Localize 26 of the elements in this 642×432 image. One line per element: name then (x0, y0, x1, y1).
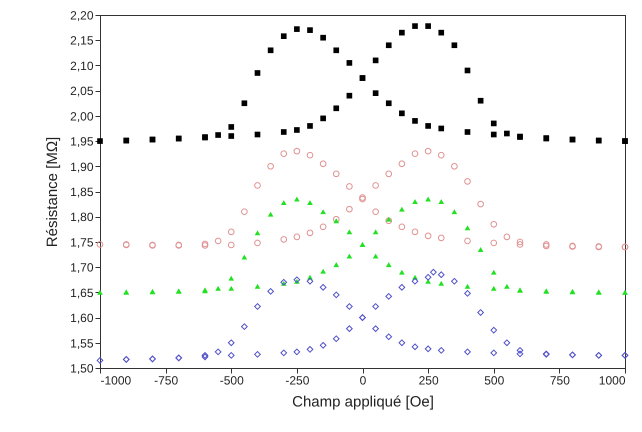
x-tick-label: 1000 (598, 374, 626, 388)
y-tick-label: 1,65 (70, 286, 94, 300)
y-tick-label: 1,75 (70, 235, 94, 250)
x-tick-label: -250 (285, 374, 310, 388)
x-tick-label: 750 (550, 374, 570, 388)
y-tick-label: 1,80 (70, 210, 94, 224)
y-tick-label: 1,95 (70, 134, 94, 149)
x-tick-label: -1000 (100, 374, 132, 388)
y-tick-label: 2,00 (70, 109, 94, 124)
x-tick-label: -500 (220, 374, 244, 388)
y-tick-label: 2,05 (70, 84, 94, 98)
x-axis-title: Champ appliqué [Oe] (292, 394, 434, 410)
y-tick-label: 2,15 (70, 34, 94, 48)
x-tick-label: 0 (360, 374, 367, 388)
x-tick-label: -750 (154, 374, 178, 388)
y-tick-label: 1,85 (70, 185, 94, 199)
x-tick-label: 500 (484, 374, 505, 388)
y-tick-label: 2,10 (70, 58, 94, 73)
y-tick-label: 1,70 (70, 260, 94, 275)
y-tick-label: 1,55 (70, 336, 94, 350)
y-tick-label: 1,90 (70, 160, 94, 174)
y-tick-label: 2,20 (70, 8, 94, 22)
y-tick-label: 1,50 (70, 362, 94, 376)
y-axis-title: Résistance [MΩ] (44, 136, 62, 248)
y-tick-label: 1,60 (70, 311, 94, 326)
x-tick-label: 250 (418, 374, 439, 388)
